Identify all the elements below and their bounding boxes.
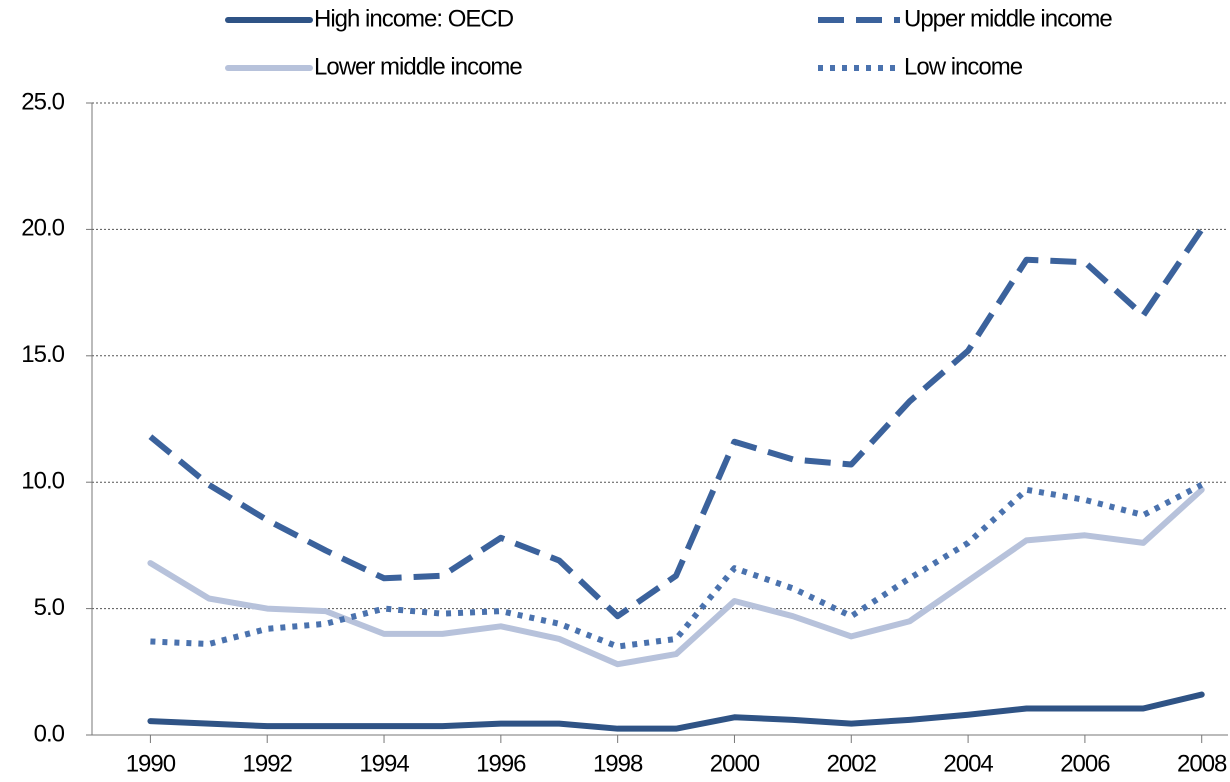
x-tick-label: 2004: [943, 750, 993, 777]
y-tick-label: 0.0: [34, 720, 65, 747]
y-tick-label: 10.0: [21, 468, 64, 495]
line-series: [148, 227, 1205, 620]
line-series: [147, 691, 1205, 732]
line-series: [147, 486, 1205, 668]
x-tick-label: 1990: [126, 750, 176, 777]
x-tick-label: 2002: [827, 750, 877, 777]
y-tick-label: 20.0: [21, 215, 64, 242]
x-tick-label: 1996: [476, 750, 526, 777]
x-tick-label: 1992: [243, 750, 293, 777]
legend-label: Upper middle income: [904, 5, 1112, 32]
x-tick-label: 1994: [359, 750, 409, 777]
x-tick-label: 2000: [710, 750, 760, 777]
y-tick-label: 5.0: [34, 594, 65, 621]
y-tick-label: 25.0: [21, 88, 64, 115]
legend-label: Lower middle income: [314, 53, 522, 80]
x-tick-label: 2006: [1060, 750, 1110, 777]
x-tick-label: 1998: [593, 750, 643, 777]
legend-label: Low income: [904, 53, 1023, 80]
line-series: [150, 482, 1204, 650]
x-tick-label: 2008: [1177, 750, 1227, 777]
legend-label: High income: OECD: [314, 5, 514, 32]
y-tick-label: 15.0: [21, 341, 64, 368]
